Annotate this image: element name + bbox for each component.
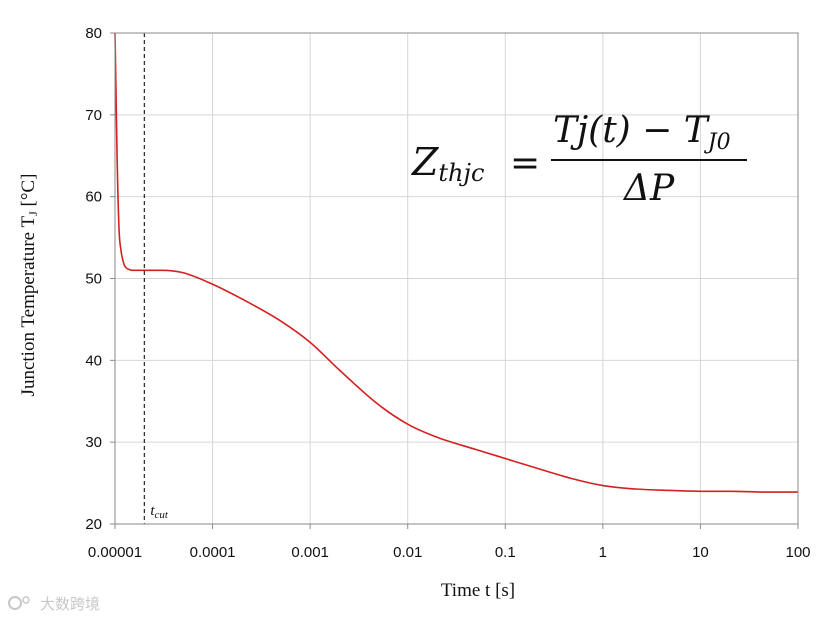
y-tick-label: 20 xyxy=(85,516,102,533)
x-axis-title: Time t [s] xyxy=(441,580,515,601)
x-tick-label: 0.1 xyxy=(495,544,516,561)
x-tick-label: 0.0001 xyxy=(190,544,236,561)
x-tick-label: 0.00001 xyxy=(88,544,142,561)
watermark-text: 大数跨境 xyxy=(40,595,100,613)
y-tick-label: 80 xyxy=(85,25,102,42)
formula-lhs: Zthjc xyxy=(411,140,484,187)
formula-numerator-sub: J0 xyxy=(704,130,731,155)
x-tick-label: 100 xyxy=(785,544,810,561)
watermark-logo-dot-icon xyxy=(22,596,30,604)
formula-lhs-main: Z xyxy=(411,140,439,184)
formula-numerator-main: Tj(t) − T xyxy=(553,110,711,151)
tcut-label-main: t xyxy=(150,503,155,519)
y-axis-title-unit: [°C] xyxy=(18,174,39,212)
y-tick-labels: 20 30 40 50 60 70 80 xyxy=(85,25,102,533)
watermark: 大数跨境 xyxy=(8,595,100,613)
tcut-label-sub: cut xyxy=(155,509,169,521)
series-line xyxy=(114,32,798,493)
formula-numerator: Tj(t) − TJ0 xyxy=(553,110,731,155)
tcut-label: tcut xyxy=(150,503,169,521)
x-tick-label: 10 xyxy=(692,544,709,561)
y-tick-label: 60 xyxy=(85,189,102,206)
y-axis-title-sub: J xyxy=(26,211,40,216)
y-tick-label: 40 xyxy=(85,352,102,369)
x-tick-label: 0.01 xyxy=(393,544,422,561)
y-tick-label: 70 xyxy=(85,107,102,124)
watermark-logo-icon xyxy=(8,596,22,610)
formula-lhs-sub: thjc xyxy=(438,159,484,187)
formula-denominator: ΔP xyxy=(622,168,675,209)
x-tick-label: 1 xyxy=(599,544,607,561)
y-tick-label: 50 xyxy=(85,271,102,288)
y-axis-title-main: Junction Temperature T xyxy=(18,216,39,397)
y-axis-title: Junction Temperature TJ [°C] xyxy=(18,174,40,397)
y-tick-label: 30 xyxy=(85,434,102,451)
grid xyxy=(110,32,799,529)
plot-frame xyxy=(114,32,799,525)
x-tick-label: 0.001 xyxy=(291,544,329,561)
formula-equals: = xyxy=(510,143,540,184)
formula: Zthjc = Tj(t) − TJ0 ΔP xyxy=(411,110,747,209)
x-tick-labels: 0.00001 0.0001 0.001 0.01 0.1 1 10 100 xyxy=(88,544,811,561)
